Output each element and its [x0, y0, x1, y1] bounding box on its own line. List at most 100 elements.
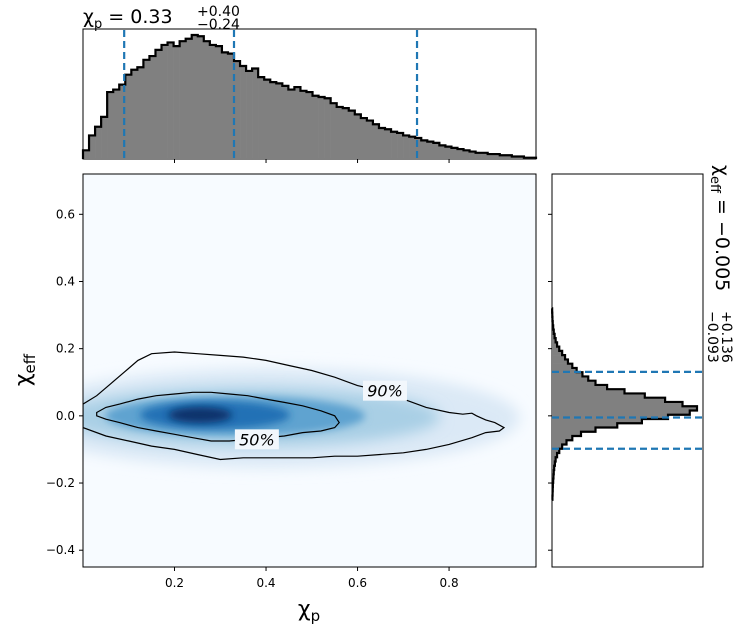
right-hist-bar — [552, 380, 596, 386]
top-hist-bar — [439, 145, 446, 159]
right-histogram-panel: χeff = −0.005 +0.136 −0.093 — [548, 165, 734, 568]
top-hist-bar — [227, 53, 235, 159]
top-hist-bar — [246, 70, 253, 159]
joint-panel: 90% 50% 0.2 0.4 0.6 0.8 −0.4 −0.2 0.0 0.2 0.4 0.6… — [11, 173, 537, 625]
top-hist-bar — [306, 92, 313, 159]
right-hist-outline — [551, 307, 699, 501]
top-hist-bar — [372, 124, 380, 159]
right-hist-bar — [552, 410, 690, 416]
top-hist-bar — [119, 84, 126, 159]
top-hist-bar — [360, 118, 368, 159]
top-hist-bar — [191, 35, 199, 159]
right-hist-ticks — [548, 213, 552, 551]
top-hist-bar — [463, 150, 470, 159]
y-tick-label: 0.4 — [56, 274, 75, 288]
top-hist-bar — [300, 90, 307, 159]
top-hist-bar — [294, 87, 301, 159]
top-hist-bar — [83, 150, 90, 159]
top-hist-bar — [288, 89, 295, 159]
top-hist-bar — [282, 85, 289, 159]
top-hist-bar — [505, 155, 513, 159]
right-hist-bar — [552, 389, 625, 394]
contour-labels: 90% 50% — [234, 380, 407, 450]
right-hist-title-upper: +0.136 — [718, 311, 734, 363]
top-hist-bar — [101, 116, 108, 159]
top-hist-bar — [469, 151, 476, 159]
top-hist-bar — [366, 120, 374, 159]
right-hist-bar — [552, 436, 573, 441]
right-hist-bar — [552, 453, 558, 458]
y-tick-label: −0.4 — [46, 543, 75, 557]
contour-label-bg — [234, 429, 279, 450]
right-hist-bar — [552, 393, 645, 399]
top-hist-bar — [197, 36, 205, 159]
top-hist-bars — [81, 33, 538, 160]
contour-label-bg — [363, 380, 407, 401]
top-hist-bar — [493, 154, 501, 159]
x-axis-ticks: 0.2 0.4 0.6 0.8 — [165, 567, 459, 590]
right-hist-bar — [552, 346, 560, 352]
top-hist-bar — [511, 156, 519, 159]
density-map — [83, 368, 520, 468]
y-tick-label: 0.6 — [56, 207, 75, 221]
top-hist-ticks — [174, 159, 450, 163]
top-hist-bar — [481, 152, 488, 159]
top-hist-bar — [203, 41, 211, 160]
x-tick-label: 0.4 — [256, 576, 275, 590]
top-hist-bar — [258, 77, 265, 159]
top-hist-bar — [240, 66, 247, 159]
contour-50pct — [96, 391, 340, 442]
top-hist-bar — [409, 136, 416, 159]
right-hist-bar — [552, 376, 589, 381]
top-hist-title-lower: −0.24 — [197, 17, 240, 33]
top-hist-bar — [149, 56, 156, 159]
right-hist-bar — [552, 333, 555, 339]
top-hist-bar — [209, 44, 217, 159]
top-hist-bar — [173, 46, 180, 159]
top-hist-bar — [397, 132, 404, 159]
top-hist-bar — [348, 110, 356, 159]
top-hist-bar — [270, 82, 277, 159]
top-hist-bar — [378, 128, 386, 159]
top-hist-bar — [185, 38, 193, 159]
top-hist-bar — [421, 140, 428, 159]
top-hist-bar — [391, 131, 398, 159]
right-hist-bar — [552, 342, 558, 347]
top-hist-bar — [336, 106, 344, 159]
top-hist-bar — [330, 103, 337, 159]
top-hist-bar — [433, 142, 440, 159]
joint-frame — [82, 173, 537, 568]
right-hist-quantiles — [552, 370, 703, 450]
top-hist-bar — [354, 114, 362, 159]
right-hist-bar — [552, 448, 560, 454]
right-hist-title-lower: −0.093 — [704, 311, 720, 363]
top-hist-bar — [179, 41, 186, 160]
top-hist-bar — [318, 97, 325, 159]
y-axis-label: χeff — [11, 353, 39, 386]
right-hist-bar — [552, 384, 608, 390]
right-hist-title: χeff = −0.005 +0.136 −0.093 — [704, 165, 734, 363]
y-tick-label: −0.2 — [46, 476, 75, 490]
right-hist-bar — [552, 401, 683, 407]
top-hist-bar — [167, 42, 174, 159]
right-hist-bar — [552, 372, 583, 377]
top-hist-bar — [324, 98, 331, 159]
right-hist-bar — [552, 418, 642, 424]
y-axis-ticks: −0.4 −0.2 0.0 0.2 0.4 0.6 — [46, 207, 83, 557]
svg-text:χeff = −0.005: χeff = −0.005 — [707, 165, 733, 291]
top-hist-bar — [143, 59, 150, 159]
right-hist-bar — [552, 355, 566, 360]
top-hist-bar — [499, 155, 507, 159]
top-hist-bar — [276, 83, 283, 159]
top-hist-bar — [342, 108, 350, 159]
x-tick-label: 0.6 — [348, 576, 367, 590]
top-hist-bar — [155, 49, 162, 159]
top-hist-bar — [403, 135, 410, 159]
right-hist-bar — [552, 423, 618, 428]
top-hist-bar — [131, 69, 138, 159]
top-hist-bar — [264, 79, 271, 159]
top-hist-title: χp = 0.33 — [83, 6, 173, 32]
top-hist-bar — [385, 129, 392, 159]
right-hist-bar — [552, 367, 577, 373]
